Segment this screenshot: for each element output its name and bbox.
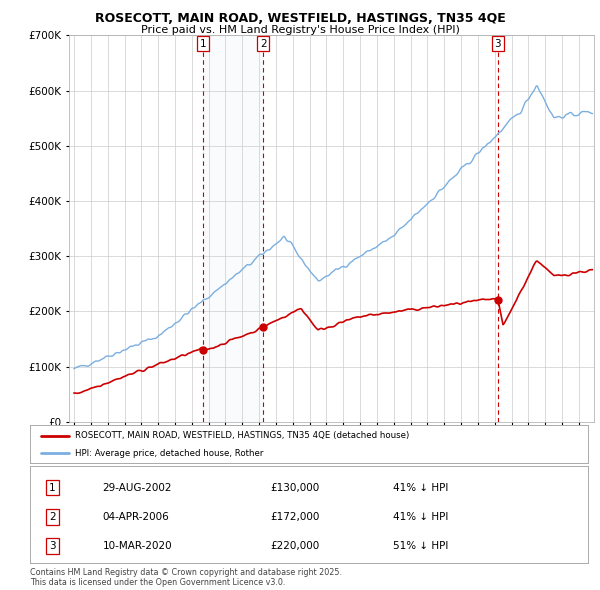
- Text: 41% ↓ HPI: 41% ↓ HPI: [392, 512, 448, 522]
- Text: 29-AUG-2002: 29-AUG-2002: [103, 483, 172, 493]
- Text: 1: 1: [49, 483, 56, 493]
- Text: 1: 1: [200, 39, 206, 49]
- Text: 2: 2: [49, 512, 56, 522]
- Text: 41% ↓ HPI: 41% ↓ HPI: [392, 483, 448, 493]
- Text: £130,000: £130,000: [270, 483, 319, 493]
- Text: HPI: Average price, detached house, Rother: HPI: Average price, detached house, Roth…: [74, 448, 263, 458]
- Text: 10-MAR-2020: 10-MAR-2020: [103, 541, 172, 551]
- Text: 3: 3: [494, 39, 501, 49]
- Bar: [203, 35, 263, 422]
- Text: 3: 3: [49, 541, 56, 551]
- Text: £172,000: £172,000: [270, 512, 319, 522]
- Text: 04-APR-2006: 04-APR-2006: [103, 512, 169, 522]
- Text: Price paid vs. HM Land Registry's House Price Index (HPI): Price paid vs. HM Land Registry's House …: [140, 25, 460, 35]
- Text: Contains HM Land Registry data © Crown copyright and database right 2025.
This d: Contains HM Land Registry data © Crown c…: [30, 568, 342, 587]
- Text: 2: 2: [260, 39, 266, 49]
- Text: ROSECOTT, MAIN ROAD, WESTFIELD, HASTINGS, TN35 4QE: ROSECOTT, MAIN ROAD, WESTFIELD, HASTINGS…: [95, 12, 505, 25]
- Text: ROSECOTT, MAIN ROAD, WESTFIELD, HASTINGS, TN35 4QE (detached house): ROSECOTT, MAIN ROAD, WESTFIELD, HASTINGS…: [74, 431, 409, 440]
- Text: 51% ↓ HPI: 51% ↓ HPI: [392, 541, 448, 551]
- Text: £220,000: £220,000: [270, 541, 319, 551]
